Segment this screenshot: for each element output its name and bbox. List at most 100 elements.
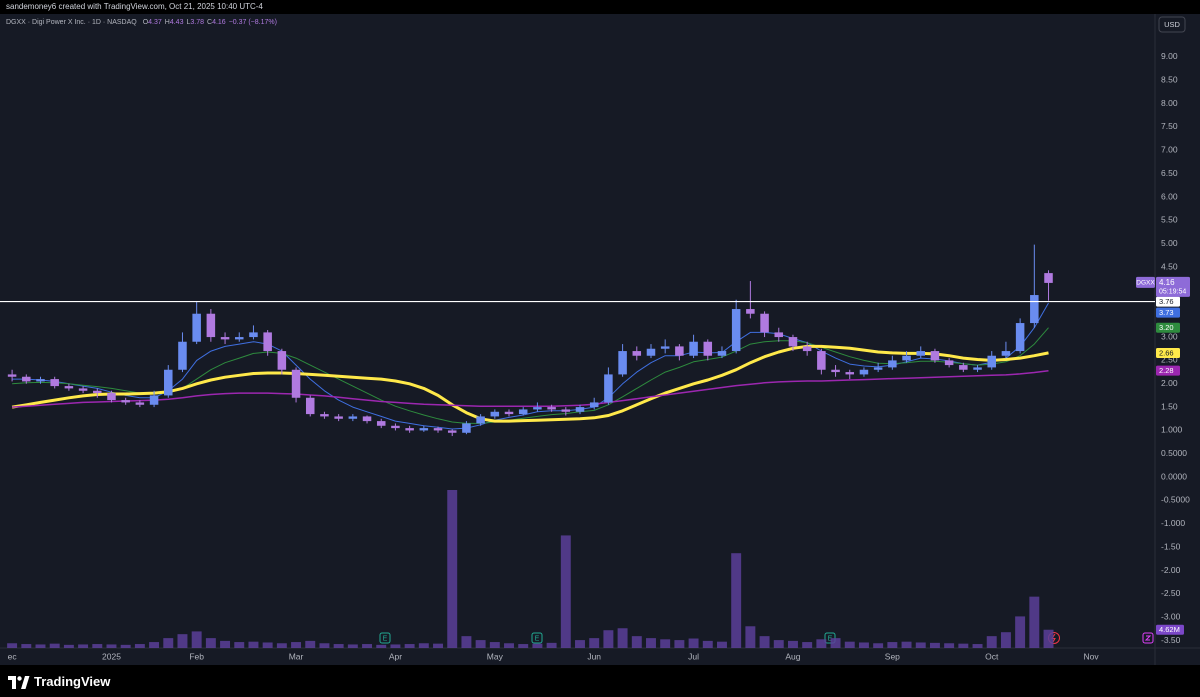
volume-bar <box>347 644 358 648</box>
candle-body <box>916 351 925 356</box>
y-tick-label: 1.000 <box>1161 425 1183 435</box>
currency-button[interactable] <box>1158 16 1186 33</box>
split-icon <box>1051 633 1056 643</box>
volume-bar <box>92 644 103 648</box>
y-tick-label: 8.00 <box>1161 98 1178 108</box>
volume-bar <box>418 643 429 648</box>
volume-bar <box>759 636 770 648</box>
candle-body <box>376 421 386 426</box>
volume-bar <box>220 640 231 648</box>
volume-bar <box>177 634 188 648</box>
volume-bar <box>773 640 784 648</box>
candle-body <box>518 409 528 415</box>
volume-bar <box>106 644 117 648</box>
y-tick-label: 8.50 <box>1161 75 1178 85</box>
candle-body <box>249 332 258 338</box>
volume-bar <box>276 643 287 648</box>
dividend-icon <box>1144 635 1152 641</box>
moving-average-line <box>11 344 1049 423</box>
candle-body <box>604 374 613 403</box>
candle-body <box>575 407 585 412</box>
candle-body <box>746 309 755 314</box>
moving-average-line <box>12 369 1049 408</box>
y-tick-label: -1.50 <box>1161 541 1181 551</box>
ohlc-value: 3.78 <box>190 19 204 26</box>
volume-bar <box>802 642 813 648</box>
logo-dot <box>17 676 22 681</box>
candle-body <box>533 407 542 410</box>
volume-bar <box>958 643 969 648</box>
volume-bar <box>532 643 543 648</box>
candle-body <box>561 409 571 412</box>
earnings-label: E <box>828 635 833 642</box>
candle-body <box>845 372 855 375</box>
candle-body <box>235 337 244 340</box>
volume-bar <box>21 644 32 648</box>
volume-bar <box>35 644 46 648</box>
y-tick-label: 1.50 <box>1161 401 1178 411</box>
logo-mark <box>8 676 16 689</box>
volume-bar <box>972 644 983 648</box>
candle-body <box>717 351 727 356</box>
earnings-badge[interactable] <box>379 632 391 644</box>
volume-bar <box>1000 632 1011 648</box>
y-tick-label: -3.50 <box>1161 635 1181 645</box>
volume-bar <box>589 638 600 648</box>
y-tick-label: 9.00 <box>1161 51 1178 61</box>
x-tick-label: Apr <box>389 651 402 661</box>
volume-bar <box>205 638 216 648</box>
currency: USD <box>1164 20 1180 29</box>
volume-bar <box>844 641 855 648</box>
candle-body <box>817 351 826 370</box>
candle-body <box>320 414 329 417</box>
candle-body <box>476 416 485 424</box>
volume-bar <box>475 640 486 648</box>
candle-body <box>220 337 230 340</box>
x-tick-label: ec <box>8 651 18 661</box>
candle-body <box>348 416 358 419</box>
ma-value-label: 2.66 <box>1159 348 1174 357</box>
candle-body <box>646 348 656 356</box>
candle-body <box>22 376 31 382</box>
candle-body <box>107 393 116 401</box>
candle-body <box>1001 351 1011 356</box>
x-tick-label: Feb <box>189 651 204 661</box>
change: −0.37 (−8.17%) <box>229 19 277 26</box>
volume-bar <box>858 642 869 648</box>
volume-bar <box>901 641 912 648</box>
volume-bar <box>149 642 160 648</box>
volume-bar <box>262 642 273 648</box>
ohlc-key: H <box>165 19 170 26</box>
candle-body <box>64 386 74 389</box>
candle-body <box>433 428 443 431</box>
candle-body <box>1015 323 1025 352</box>
y-tick-label: 2.00 <box>1161 378 1178 388</box>
candle-body <box>490 411 500 417</box>
ohlc-value: 4.16 <box>212 19 226 26</box>
earnings-badge[interactable] <box>531 632 543 644</box>
volume-bar <box>929 642 940 648</box>
volume-bar <box>986 636 997 648</box>
x-tick-label: Oct <box>985 651 999 661</box>
volume-bar <box>163 638 174 648</box>
candle-body <box>192 313 201 342</box>
ma-value-label: 3.73 <box>1159 308 1174 317</box>
y-tick-label: 5.00 <box>1161 238 1178 248</box>
candle-body <box>362 416 372 422</box>
x-tick-label: Jul <box>688 651 699 661</box>
earnings-label: E <box>383 635 388 642</box>
countdown: 05:19:54 <box>1159 288 1186 295</box>
symbol-line: DGXX · Digi Power X Inc. · 1D · NASDAQ <box>6 19 137 26</box>
candle-body <box>873 367 883 370</box>
x-tick-label: Sep <box>885 651 900 661</box>
volume-bar <box>546 642 557 648</box>
price-tag-box <box>1156 276 1190 297</box>
candle-body <box>689 341 698 356</box>
volume-bar <box>390 644 401 648</box>
volume-bar <box>461 636 472 648</box>
y-tick-label: 0.5000 <box>1161 448 1187 458</box>
candle-body <box>50 379 59 387</box>
y-tick-label: 0.0000 <box>1161 471 1187 481</box>
volume-bar <box>78 644 89 648</box>
candle-body <box>1030 295 1039 324</box>
